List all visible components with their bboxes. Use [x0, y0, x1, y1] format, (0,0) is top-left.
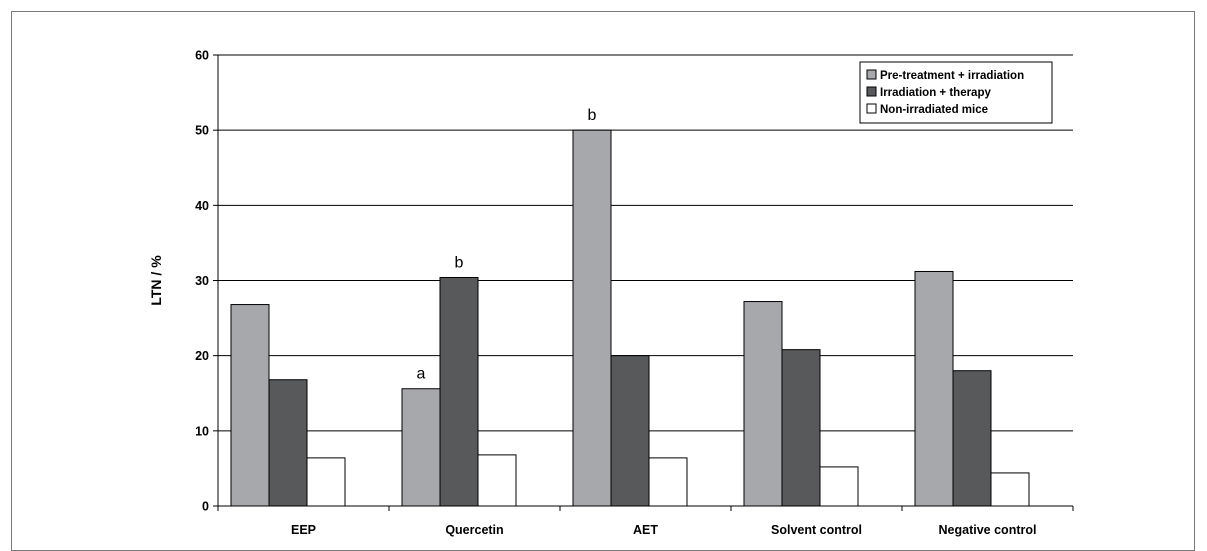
significance-letter: b [455, 254, 464, 271]
y-tick-label: 20 [195, 349, 209, 363]
bar-aet-1 [572, 129, 612, 507]
x-tick-label: Quercetin [445, 523, 503, 537]
x-tick-label: Negative control [939, 523, 1037, 537]
legend-swatch [866, 69, 877, 80]
x-tick-label: AET [633, 523, 658, 537]
legend-label: Pre-treatment + irradiation [880, 70, 1024, 82]
bar-solvent-control-1 [743, 301, 783, 507]
y-tick-label: 40 [195, 199, 209, 213]
legend-box [859, 61, 1053, 124]
x-tick-label: EEP [291, 523, 316, 537]
bar-quercetin-2 [439, 276, 479, 507]
bar-eep-1 [230, 304, 270, 507]
legend-label: Non-irradiated mice [880, 104, 988, 116]
bar-solvent-control-2 [781, 349, 821, 507]
x-tick-label: Solvent control [771, 523, 862, 537]
legend-label: Irradiation + therapy [880, 87, 991, 99]
bar-quercetin-3 [477, 454, 517, 507]
bar-aet-2 [610, 355, 650, 507]
y-tick-label: 10 [195, 424, 209, 438]
bar-quercetin-1 [401, 388, 441, 507]
bar-aet-3 [648, 457, 688, 507]
bar-negative-control-2 [952, 370, 992, 507]
y-tick-label: 60 [195, 49, 209, 63]
bar-solvent-control-3 [819, 466, 859, 507]
bar-negative-control-3 [990, 472, 1030, 507]
y-axis-title: LTN / % [148, 255, 164, 306]
bar-eep-2 [268, 379, 308, 507]
legend-swatch [866, 103, 877, 114]
bar-negative-control-1 [914, 270, 954, 507]
significance-letter: a [417, 366, 426, 383]
bar-eep-3 [306, 457, 346, 507]
significance-letter: b [588, 107, 597, 124]
y-tick-label: 30 [195, 274, 209, 288]
y-tick-label: 0 [202, 500, 209, 514]
y-tick-label: 50 [195, 124, 209, 138]
legend-swatch [866, 86, 877, 97]
